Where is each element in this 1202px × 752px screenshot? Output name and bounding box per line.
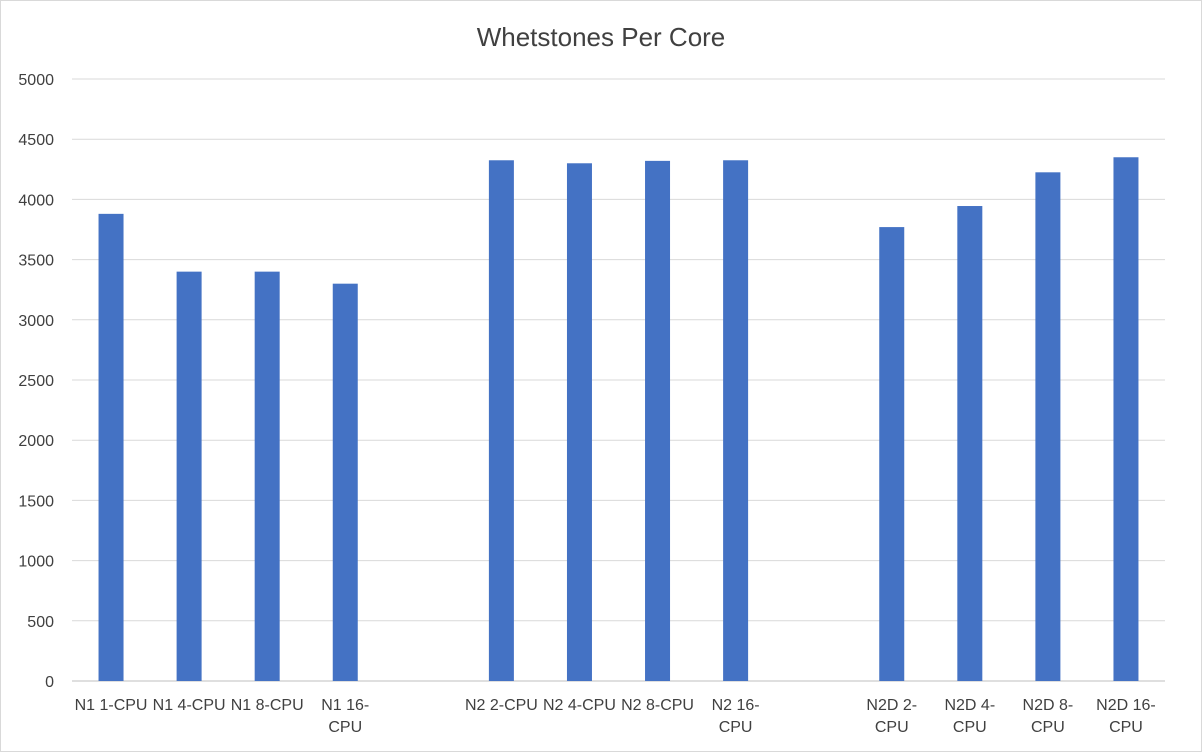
y-tick-label: 1500 — [18, 493, 54, 510]
bar — [332, 283, 358, 681]
gridlines — [72, 78, 1165, 682]
y-tick-label: 5000 — [18, 72, 54, 89]
bar — [98, 213, 124, 681]
x-tick-label: N2 16-CPU — [712, 697, 760, 736]
y-tick-label: 4500 — [18, 132, 54, 149]
x-tick-label: N2 4-CPU — [543, 697, 616, 714]
x-tick-label: N2D 16-CPU — [1096, 697, 1156, 736]
x-tick-label: N2 8-CPU — [621, 697, 694, 714]
bar — [723, 160, 749, 681]
x-tick-label: N1 4-CPU — [153, 697, 226, 714]
bar — [957, 206, 983, 681]
y-tick-label: 3500 — [18, 253, 54, 270]
bar — [488, 160, 514, 681]
bar — [566, 163, 592, 681]
y-tick-label: 4000 — [18, 192, 54, 209]
bar — [176, 271, 202, 681]
bar — [1113, 157, 1139, 681]
x-tick-label: N2D 4-CPU — [944, 697, 995, 736]
bar — [254, 271, 280, 681]
y-tick-label: 1000 — [18, 554, 54, 571]
y-tick-label: 2000 — [18, 433, 54, 450]
bar — [879, 227, 905, 682]
x-tick-label: N1 8-CPU — [231, 697, 304, 714]
y-tick-label: 2500 — [18, 373, 54, 390]
x-tick-label: N2D 2-CPU — [866, 697, 917, 736]
bar — [1035, 172, 1061, 681]
x-tick-label: N1 16-CPU — [321, 697, 369, 736]
bar — [645, 160, 671, 681]
y-tick-label: 3000 — [18, 313, 54, 330]
x-axis-labels: N1 1-CPU N1 4-CPU N1 8-CPU N1 16-CPU N2 2-CP… — [75, 697, 1156, 736]
y-tick-label: 500 — [27, 614, 54, 631]
x-tick-label: N2D 8-CPU — [1023, 697, 1074, 736]
y-tick-label: 0 — [45, 674, 54, 691]
x-tick-label: N2 2-CPU — [465, 697, 538, 714]
bars — [98, 157, 1139, 682]
chart-title: Whetstones Per Core — [476, 22, 726, 52]
y-axis-ticks: 0 500 1000 1500 2000 2500 3000 3500 4000 4500 5000 — [18, 72, 54, 691]
x-tick-label: N1 1-CPU — [75, 697, 148, 714]
